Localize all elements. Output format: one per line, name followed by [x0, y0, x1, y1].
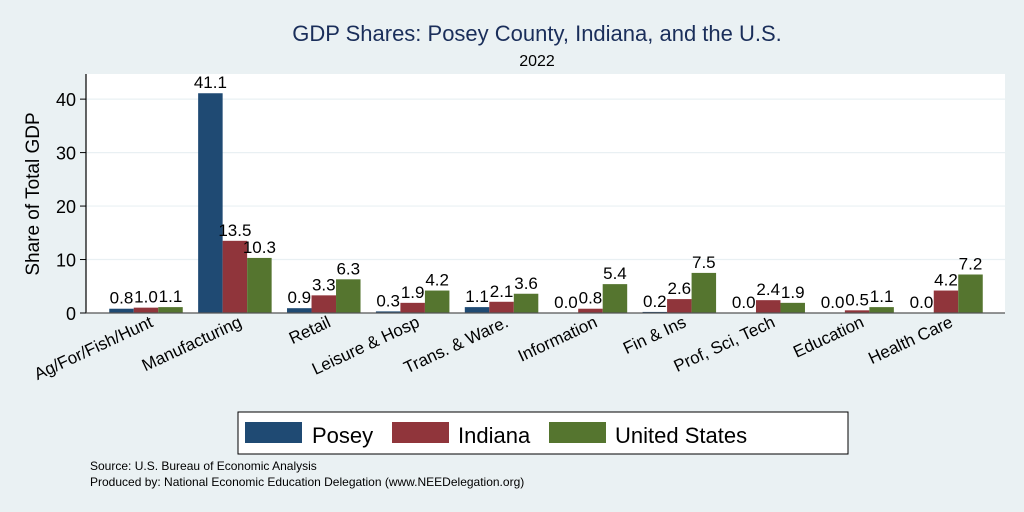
data-label-posey: 0.9 — [287, 288, 311, 307]
bar-united-states — [158, 307, 183, 313]
data-label-united-states: 10.3 — [243, 238, 276, 257]
data-label-indiana: 2.1 — [490, 282, 514, 301]
data-label-indiana: 2.6 — [668, 279, 692, 298]
data-label-posey: 0.0 — [732, 293, 756, 312]
y-tick-label: 30 — [56, 144, 76, 164]
data-label-indiana: 2.4 — [756, 280, 780, 299]
data-label-posey: 0.0 — [910, 293, 934, 312]
y-axis-label: Share of Total GDP — [23, 112, 44, 275]
category-label: Manufacturing — [139, 312, 245, 375]
bar-united-states — [869, 307, 894, 313]
legend: Posey Indiana United States — [237, 411, 849, 455]
category-label: Prof, Sci, Tech — [671, 312, 778, 375]
legend-box — [237, 411, 849, 455]
bar-united-states — [513, 293, 539, 313]
bar-united-states — [247, 257, 272, 313]
bar-indiana — [489, 301, 514, 313]
y-tick-label: 10 — [56, 251, 76, 271]
bar-posey — [198, 93, 223, 313]
data-label-united-states: 7.5 — [692, 253, 716, 272]
legend-swatch-united-states — [549, 422, 606, 443]
chart-title: GDP Shares: Posey County, Indiana, and t… — [292, 21, 782, 46]
data-label-posey: 0.3 — [376, 291, 400, 310]
legend-label-united-states: United States — [615, 423, 747, 448]
bar-indiana — [311, 295, 337, 313]
data-label-posey: 0.8 — [110, 289, 134, 308]
bar-united-states — [336, 279, 361, 313]
bar-indiana — [578, 308, 603, 313]
bar-united-states — [691, 272, 717, 313]
bar-posey — [109, 308, 134, 313]
legend-label-indiana: Indiana — [458, 423, 531, 448]
bar-united-states — [424, 290, 450, 313]
category-label: Information — [515, 312, 600, 365]
bar-indiana — [400, 302, 425, 313]
legend-swatch-indiana — [392, 422, 449, 443]
y-tick-label: 20 — [56, 197, 76, 217]
bar-posey — [464, 307, 490, 313]
data-label-united-states: 3.6 — [514, 274, 538, 293]
data-label-indiana: 0.5 — [845, 290, 869, 309]
legend-swatch-posey — [245, 422, 302, 443]
bar-posey — [287, 308, 312, 313]
data-label-united-states: 1.1 — [159, 287, 183, 306]
bar-posey — [375, 311, 401, 313]
bar-united-states — [780, 302, 805, 313]
bar-indiana — [755, 300, 781, 313]
data-label-united-states: 5.4 — [603, 264, 627, 283]
data-label-indiana: 1.9 — [401, 283, 425, 302]
data-label-indiana: 4.2 — [934, 271, 958, 290]
data-label-united-states: 1.1 — [870, 287, 894, 306]
bar-indiana — [844, 310, 870, 313]
data-label-posey: 0.0 — [821, 293, 845, 312]
source-note: Source: U.S. Bureau of Economic Analysis — [90, 459, 317, 473]
chart-subtitle: 2022 — [519, 53, 555, 70]
data-labels: 0.8 41.1 0.9 0.3 1.1 0.0 0.2 0.0 0.0 0.0 1.0 13.5 3.… — [110, 73, 983, 312]
data-label-posey: 0.0 — [554, 293, 578, 312]
category-label: Fin & Ins — [620, 312, 689, 358]
data-label-posey: 41.1 — [194, 73, 227, 92]
bar-united-states — [958, 274, 983, 313]
legend-label-posey: Posey — [312, 423, 373, 448]
bar-indiana — [667, 299, 692, 313]
bars — [109, 93, 983, 313]
y-ticks: 0 10 20 30 40 — [56, 90, 86, 324]
y-tick-label: 40 — [56, 90, 76, 110]
data-label-posey: 1.1 — [465, 287, 489, 306]
data-label-indiana: 3.3 — [312, 275, 336, 294]
data-label-indiana: 13.5 — [218, 221, 251, 240]
category-label: Ag/For/Fish/Hunt — [31, 312, 156, 384]
category-label: Retail — [286, 312, 333, 348]
produced-by-note: Produced by: National Economic Education… — [90, 475, 524, 489]
data-label-united-states: 1.9 — [781, 283, 805, 302]
bar-indiana — [222, 240, 248, 313]
data-label-united-states: 6.3 — [336, 259, 360, 278]
bar-united-states — [602, 284, 628, 313]
category-label: Education — [790, 312, 867, 361]
data-label-united-states: 7.2 — [959, 255, 983, 274]
category-label: Health Care — [865, 312, 955, 368]
data-label-indiana: 0.8 — [579, 289, 603, 308]
data-label-indiana: 1.0 — [134, 288, 158, 307]
bar-indiana — [133, 307, 159, 313]
data-label-posey: 0.2 — [643, 292, 667, 311]
y-tick-label: 0 — [66, 304, 76, 324]
data-label-united-states: 4.2 — [425, 271, 449, 290]
bar-indiana — [933, 290, 959, 313]
